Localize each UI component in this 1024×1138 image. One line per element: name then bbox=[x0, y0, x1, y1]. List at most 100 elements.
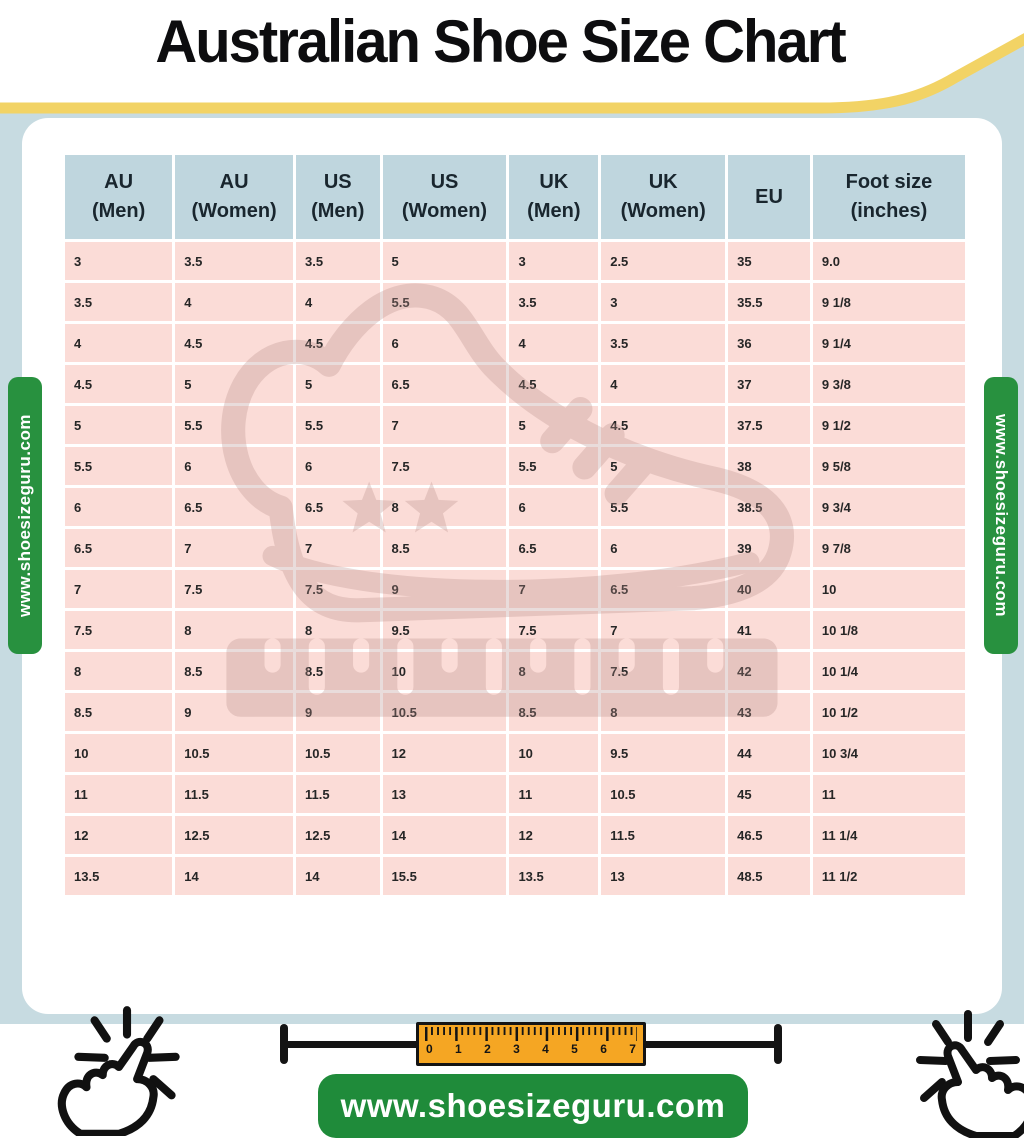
table-cell: 11 bbox=[65, 775, 173, 813]
ruler-ticks bbox=[425, 1027, 637, 1041]
size-table-wrap: AU (Men) AU (Women) US (Men) US (Women) UK (Men) U… bbox=[62, 152, 968, 898]
table-cell: 11.5 bbox=[601, 816, 726, 854]
table-cell: 12.5 bbox=[175, 816, 294, 854]
table-cell: 6.5 bbox=[175, 488, 294, 526]
table-cell: 7.5 bbox=[296, 570, 380, 608]
table-cell: 9 1/4 bbox=[812, 324, 965, 362]
ruler-number: 6 bbox=[600, 1042, 607, 1056]
table-cell: 5 bbox=[175, 365, 294, 403]
table-cell: 5 bbox=[509, 406, 599, 444]
page-title: Australian Shoe Size Chart bbox=[155, 7, 846, 76]
table-row: 8.5 9 9 10.5 8.5 8 43 10 1/2 bbox=[65, 693, 965, 731]
table-cell: 10 bbox=[812, 570, 965, 608]
table-cell: 3.5 bbox=[65, 283, 173, 321]
table-header-row: AU (Men) AU (Women) US (Men) US (Women) UK (Men) U… bbox=[65, 155, 965, 239]
table-cell: 7 bbox=[175, 529, 294, 567]
footer-site-link[interactable]: www.shoesizeguru.com bbox=[318, 1074, 748, 1138]
table-cell: 6 bbox=[296, 447, 380, 485]
table-row: 8 8.5 8.5 10 8 7.5 42 10 1/4 bbox=[65, 652, 965, 690]
table-cell: 45 bbox=[728, 775, 810, 813]
table-row: 7.5 8 8 9.5 7.5 7 41 10 1/8 bbox=[65, 611, 965, 649]
ruler-number: 0 bbox=[426, 1042, 433, 1056]
table-cell: 39 bbox=[728, 529, 810, 567]
table-cell: 6 bbox=[601, 529, 726, 567]
table-cell: 11.5 bbox=[296, 775, 380, 813]
table-cell: 7 bbox=[296, 529, 380, 567]
table-cell: 14 bbox=[382, 816, 507, 854]
table-cell: 10 1/4 bbox=[812, 652, 965, 690]
table-cell: 6 bbox=[175, 447, 294, 485]
table-cell: 37.5 bbox=[728, 406, 810, 444]
table-cell: 3.5 bbox=[296, 242, 380, 280]
table-cell: 4.5 bbox=[601, 406, 726, 444]
table-cell: 9.0 bbox=[812, 242, 965, 280]
ruler-number: 2 bbox=[484, 1042, 491, 1056]
table-cell: 8 bbox=[382, 488, 507, 526]
table-cell: 5 bbox=[382, 242, 507, 280]
table-cell: 7.5 bbox=[175, 570, 294, 608]
table-cell: 5.5 bbox=[509, 447, 599, 485]
table-cell: 38 bbox=[728, 447, 810, 485]
table-cell: 6.5 bbox=[296, 488, 380, 526]
measure-line-right bbox=[646, 1040, 774, 1048]
shoe-size-table: AU (Men) AU (Women) US (Men) US (Women) UK (Men) U… bbox=[62, 152, 968, 898]
table-cell: 9 5/8 bbox=[812, 447, 965, 485]
column-header: AU (Women) bbox=[175, 155, 294, 239]
table-cell: 10 bbox=[382, 652, 507, 690]
line-end-cap bbox=[280, 1024, 288, 1064]
table-cell: 4.5 bbox=[296, 324, 380, 362]
table-cell: 9 1/8 bbox=[812, 283, 965, 321]
column-header: US (Men) bbox=[296, 155, 380, 239]
content-card: AU (Men) AU (Women) US (Men) US (Women) UK (Men) U… bbox=[22, 118, 1024, 1138]
ruler-number: 1 bbox=[455, 1042, 462, 1056]
table-cell: 6 bbox=[65, 488, 173, 526]
table-cell: 5.5 bbox=[601, 488, 726, 526]
side-banner-left-text: www.shoesizeguru.com bbox=[15, 413, 34, 618]
table-cell: 12 bbox=[65, 816, 173, 854]
table-cell: 11 bbox=[812, 775, 965, 813]
table-cell: 8 bbox=[65, 652, 173, 690]
table-cell: 7.5 bbox=[601, 652, 726, 690]
table-cell: 8 bbox=[175, 611, 294, 649]
table-cell: 3.5 bbox=[175, 242, 294, 280]
table-cell: 13 bbox=[601, 857, 726, 895]
column-header: UK (Women) bbox=[601, 155, 726, 239]
table-cell: 11.5 bbox=[175, 775, 294, 813]
table-cell: 10.5 bbox=[296, 734, 380, 772]
table-cell: 12 bbox=[509, 816, 599, 854]
side-banner-right-link[interactable]: www.shoesizeguru.com bbox=[984, 377, 1018, 654]
table-cell: 7 bbox=[65, 570, 173, 608]
table-cell: 3.5 bbox=[601, 324, 726, 362]
side-banner-left-link[interactable]: www.shoesizeguru.com bbox=[8, 377, 42, 654]
table-cell: 11 1/2 bbox=[812, 857, 965, 895]
infographic-page: Australian Shoe Size Chart bbox=[0, 7, 1024, 1138]
table-row: 5.5 6 6 7.5 5.5 5 38 9 5/8 bbox=[65, 447, 965, 485]
table-cell: 10.5 bbox=[382, 693, 507, 731]
table-cell: 9 7/8 bbox=[812, 529, 965, 567]
table-cell: 6.5 bbox=[382, 365, 507, 403]
table-cell: 4 bbox=[65, 324, 173, 362]
table-cell: 4.5 bbox=[509, 365, 599, 403]
table-cell: 10 1/2 bbox=[812, 693, 965, 731]
column-header: UK (Men) bbox=[509, 155, 599, 239]
ruler-number: 7 bbox=[629, 1042, 636, 1056]
table-row: 5 5.5 5.5 7 5 4.5 37.5 9 1/2 bbox=[65, 406, 965, 444]
table-cell: 3 bbox=[601, 283, 726, 321]
ruler-scale: 0 1 2 3 4 5 6 7 bbox=[425, 1041, 637, 1058]
table-cell: 44 bbox=[728, 734, 810, 772]
table-row: 6 6.5 6.5 8 6 5.5 38.5 9 3/4 bbox=[65, 488, 965, 526]
table-cell: 14 bbox=[296, 857, 380, 895]
click-hand-icon bbox=[916, 1010, 1024, 1138]
table-row: 3 3.5 3.5 5 3 2.5 35 9.0 bbox=[65, 242, 965, 280]
ruler-number: 3 bbox=[513, 1042, 520, 1056]
table-cell: 5.5 bbox=[175, 406, 294, 444]
table-cell: 3 bbox=[65, 242, 173, 280]
table-cell: 37 bbox=[728, 365, 810, 403]
table-cell: 5 bbox=[65, 406, 173, 444]
column-header: AU (Men) bbox=[65, 155, 173, 239]
table-cell: 8.5 bbox=[382, 529, 507, 567]
table-cell: 41 bbox=[728, 611, 810, 649]
table-cell: 5 bbox=[296, 365, 380, 403]
table-cell: 10 1/8 bbox=[812, 611, 965, 649]
footer-site-text: www.shoesizeguru.com bbox=[340, 1087, 726, 1124]
